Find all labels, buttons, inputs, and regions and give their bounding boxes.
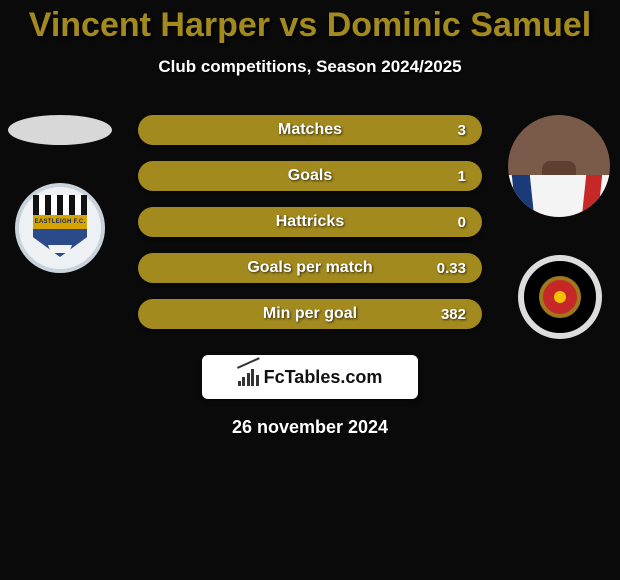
brand-bar-icon bbox=[251, 369, 254, 386]
brand-bar-icon bbox=[247, 373, 250, 386]
stat-value: 3 bbox=[458, 122, 466, 139]
page-title: Vincent Harper vs Dominic Samuel bbox=[0, 0, 620, 45]
subtitle: Club competitions, Season 2024/2025 bbox=[0, 57, 620, 77]
comparison-body: EASTLEIGH F.C. Matches3 Goals1 Hattricks0 G… bbox=[0, 115, 620, 345]
player2-avatar bbox=[508, 115, 610, 217]
brand-bar-icon bbox=[256, 375, 259, 386]
brand-bar-icon bbox=[238, 381, 241, 386]
stats-bars: Matches3Goals1Hattricks0Goals per match0… bbox=[138, 115, 482, 345]
stat-label: Matches bbox=[138, 121, 482, 139]
stat-label: Min per goal bbox=[138, 305, 482, 323]
stat-bar: Matches3 bbox=[138, 115, 482, 145]
badge-dot-icon bbox=[554, 291, 566, 303]
brand-box: FcTables.com bbox=[202, 355, 418, 399]
vs-text: vs bbox=[270, 6, 327, 44]
stat-label: Hattricks bbox=[138, 213, 482, 231]
badge-band: EASTLEIGH F.C. bbox=[33, 215, 87, 229]
stat-value: 0.33 bbox=[437, 260, 466, 277]
player2-column bbox=[508, 115, 612, 339]
player2-name: Dominic Samuel bbox=[327, 6, 592, 44]
stat-value: 0 bbox=[458, 214, 466, 231]
stat-value: 382 bbox=[441, 306, 466, 323]
player1-name: Vincent Harper bbox=[29, 6, 270, 44]
stat-bar: Hattricks0 bbox=[138, 207, 482, 237]
stat-bar: Goals1 bbox=[138, 161, 482, 191]
eastleigh-badge: EASTLEIGH F.C. bbox=[15, 183, 105, 273]
stat-value: 1 bbox=[458, 168, 466, 185]
date-text: 26 november 2024 bbox=[0, 417, 620, 438]
stat-label: Goals bbox=[138, 167, 482, 185]
comparison-card: Vincent Harper vs Dominic Samuel Club co… bbox=[0, 0, 620, 580]
brand-text: FcTables.com bbox=[264, 367, 383, 388]
player1-column: EASTLEIGH F.C. bbox=[8, 115, 112, 273]
checker-icon bbox=[33, 195, 87, 215]
stat-bar: Min per goal382 bbox=[138, 299, 482, 329]
stat-label: Goals per match bbox=[138, 259, 482, 277]
brand-bar-icon bbox=[242, 377, 245, 386]
ebbsfleet-badge bbox=[518, 255, 602, 339]
player1-avatar-placeholder bbox=[8, 115, 112, 145]
brand-chart-icon bbox=[238, 368, 260, 386]
stat-bar: Goals per match0.33 bbox=[138, 253, 482, 283]
